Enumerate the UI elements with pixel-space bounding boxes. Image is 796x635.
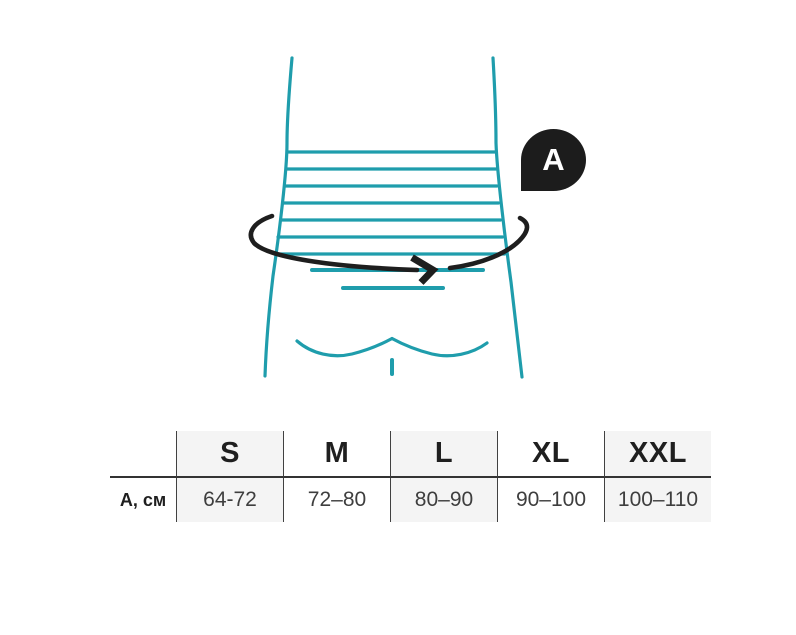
size-range-s: 64-72 [176, 478, 283, 522]
waist-band-lines [272, 150, 507, 256]
table-corner-cell [110, 431, 176, 478]
waist-circumference-arrow [248, 213, 530, 285]
arrow-head-icon [410, 254, 439, 285]
arrow-arc-left [248, 213, 420, 273]
size-range-m: 72–80 [283, 478, 390, 522]
size-header-s: S [176, 431, 283, 478]
size-range-xxl: 100–110 [604, 478, 711, 522]
measurement-badge: A [521, 129, 586, 191]
torso-outline-right [491, 56, 524, 379]
buttocks-curve-right [390, 336, 489, 358]
size-header-xl: XL [497, 431, 604, 478]
torso-diagram [248, 56, 530, 379]
buttocks-curve-left [295, 336, 394, 358]
size-header-m: M [283, 431, 390, 478]
size-range-xl: 90–100 [497, 478, 604, 522]
size-table: S M L XL XXL А, см 64-72 72–80 80–90 90–… [110, 431, 711, 522]
size-header-l: L [390, 431, 497, 478]
arrow-arc-right [447, 215, 530, 271]
measurement-badge-label: A [542, 141, 565, 177]
size-header-xxl: XXL [604, 431, 711, 478]
row-label: А, см [119, 489, 167, 510]
torso-outline-left [263, 56, 294, 378]
size-range-l: 80–90 [390, 478, 497, 522]
